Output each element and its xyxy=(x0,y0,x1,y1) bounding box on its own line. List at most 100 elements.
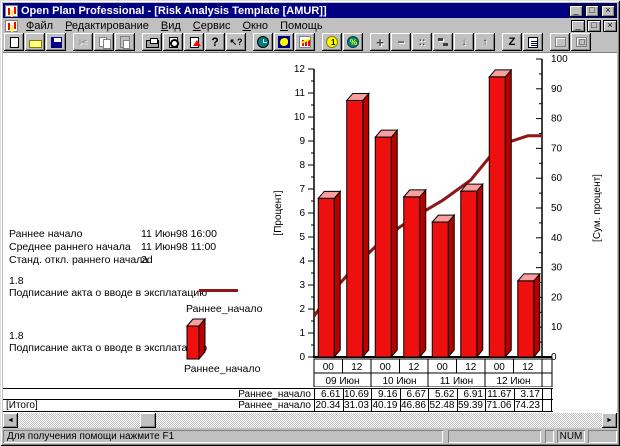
table-cell: 5.62 xyxy=(428,389,457,400)
open-folder-icon xyxy=(28,39,42,48)
document-icon[interactable] xyxy=(5,20,18,32)
remove-button[interactable] xyxy=(391,33,411,51)
legend-line-risk: 1.8 xyxy=(9,275,24,287)
left-axis-tick-label: 2 xyxy=(299,304,305,315)
table-cell: 40.19 xyxy=(371,400,398,411)
menu-item[interactable]: Редактирование xyxy=(65,19,149,32)
new-button[interactable] xyxy=(4,33,24,51)
copy-button xyxy=(94,33,114,51)
table-cell: 6.67 xyxy=(399,389,429,400)
time-analysis-button[interactable] xyxy=(253,33,273,51)
print-preview-button[interactable] xyxy=(163,33,183,51)
plus-icon xyxy=(374,36,387,48)
new-document-icon xyxy=(9,36,19,48)
left-axis-tick-label: 1 xyxy=(299,328,305,339)
menu-item[interactable]: Файл xyxy=(26,19,54,32)
sort-button[interactable] xyxy=(502,33,522,51)
menu-items: Файл Редактирование Вид Сервис Окно Помощь xyxy=(20,20,329,33)
scroll-left-button[interactable]: ◄ xyxy=(3,413,18,428)
report-button[interactable] xyxy=(184,33,204,51)
table-cell: 6.61 xyxy=(314,389,343,400)
resource-button[interactable] xyxy=(274,33,294,51)
clock-icon xyxy=(257,36,269,48)
left-axis-tick-label: 6 xyxy=(299,208,305,219)
table-cell: 20.34 xyxy=(314,400,341,411)
sort-z-icon xyxy=(506,36,519,48)
right-axis-tick-label: 50 xyxy=(551,203,563,214)
save-button[interactable] xyxy=(46,33,66,51)
child-close-button[interactable]: × xyxy=(603,20,617,32)
child-minimize-button[interactable]: _ xyxy=(571,20,585,32)
close-button[interactable]: × xyxy=(601,4,615,17)
row-total-label: [Итого] xyxy=(6,400,38,411)
open-button[interactable] xyxy=(25,33,45,51)
hour-label: 12 xyxy=(522,362,534,373)
restore-button[interactable]: □ xyxy=(585,4,599,17)
cut-button xyxy=(73,33,93,51)
left-axis-tick-label: 10 xyxy=(294,112,306,123)
table-cell: 3.17 xyxy=(513,389,543,400)
notes-button[interactable] xyxy=(523,33,543,51)
day-label: 10 Июн xyxy=(382,376,416,387)
print-button[interactable] xyxy=(142,33,162,51)
move-up-button[interactable] xyxy=(475,33,495,51)
hour-label: 12 xyxy=(351,362,363,373)
window-title: Open Plan Professional - [Risk Analysis … xyxy=(21,4,327,17)
title-bar[interactable]: Open Plan Professional - [Risk Analysis … xyxy=(3,3,617,18)
step-icon xyxy=(437,36,450,48)
table-cell-empty xyxy=(542,400,552,411)
app-icon xyxy=(5,4,18,17)
percent-icon xyxy=(347,36,359,48)
status-pane-2 xyxy=(545,430,554,443)
cumulative-line xyxy=(312,134,542,317)
arrow-up-icon xyxy=(479,36,492,48)
row-series-label: Раннее_начало xyxy=(238,389,311,400)
bar xyxy=(516,272,541,359)
bar xyxy=(488,68,513,359)
row-series-label: Раннее_начало xyxy=(238,400,311,411)
scroll-right-button[interactable]: ► xyxy=(602,413,617,428)
child-restore-button[interactable]: □ xyxy=(587,20,601,32)
menu-item[interactable]: Вид xyxy=(160,19,181,32)
page-arrow-icon xyxy=(189,36,201,48)
left-axis-tick-label: 3 xyxy=(299,280,305,291)
table-cell: 52.48 xyxy=(428,400,455,411)
table-cell: 46.86 xyxy=(399,400,426,411)
table-cell: 10.69 xyxy=(342,389,369,400)
move-down-button[interactable] xyxy=(454,33,474,51)
left-axis-title: [Процент] xyxy=(273,190,284,235)
right-axis-tick-label: 0 xyxy=(551,352,557,363)
status-pane-1 xyxy=(448,430,541,443)
info-value-stddev: 2d xyxy=(141,254,153,266)
hour-label: 00 xyxy=(437,362,449,373)
risk-chart-icon xyxy=(299,36,311,48)
link-button[interactable] xyxy=(412,33,432,51)
context-help-button[interactable] xyxy=(226,33,246,51)
help-icon xyxy=(209,36,222,48)
step-button[interactable] xyxy=(433,33,453,51)
view-button-1 xyxy=(550,33,570,51)
menu-item[interactable]: Сервис xyxy=(192,19,231,32)
help-button[interactable] xyxy=(205,33,225,51)
left-axis-tick-label: 8 xyxy=(299,160,305,171)
day-label: 12 Июн xyxy=(496,376,530,387)
horizontal-scrollbar[interactable]: ◄ ► xyxy=(3,413,617,428)
info-value-mean-early-start: 11 Июн98 11:00 xyxy=(141,241,217,253)
risk-analysis-button[interactable] xyxy=(295,33,315,51)
cost-button[interactable] xyxy=(322,33,342,51)
table-cell: 71.06 xyxy=(485,400,512,411)
scrollbar-thumb[interactable] xyxy=(140,413,156,428)
menu-item[interactable]: Помощь xyxy=(280,19,323,32)
left-axis-tick-label: 9 xyxy=(299,136,305,147)
risk-histogram-chart: 01234567891011120102030405060708090100[П… xyxy=(273,54,603,387)
legend-bar-swatch xyxy=(185,317,207,361)
copy-icon xyxy=(98,36,111,49)
minimize-button[interactable]: _ xyxy=(569,4,583,17)
legend-line-swatch xyxy=(199,289,238,292)
legend-line-activity: Подписание акта о вводе в эксплатацию xyxy=(9,287,208,299)
menu-bar: Файл Редактирование Вид Сервис Окно Помощь _ … xyxy=(3,19,617,33)
add-button[interactable] xyxy=(370,33,390,51)
legend-bar-risk: 1.8 xyxy=(9,330,24,342)
menu-item[interactable]: Окно xyxy=(242,19,269,32)
percent-button[interactable] xyxy=(343,33,363,51)
